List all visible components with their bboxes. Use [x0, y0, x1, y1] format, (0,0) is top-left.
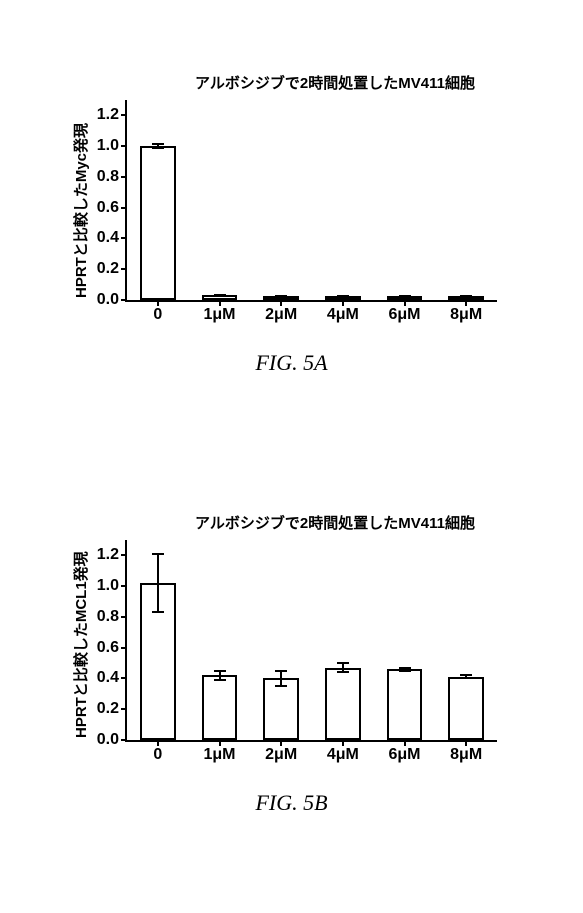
error-bar	[157, 554, 159, 612]
figure-5b: アルボシジブで2時間処置したMV411細胞 HPRTと比較したMCL1発現 0.…	[0, 450, 583, 870]
chart-title-b: アルボシジブで2時間処置したMV411細胞	[155, 512, 515, 533]
error-cap	[275, 670, 287, 672]
ytick-mark	[121, 237, 127, 239]
error-cap	[337, 671, 349, 673]
ytick-mark	[121, 677, 127, 679]
bar	[325, 668, 361, 740]
error-cap	[152, 611, 164, 613]
error-cap	[214, 295, 226, 297]
ytick-mark	[121, 647, 127, 649]
xtick-label: 8μM	[450, 300, 482, 324]
error-cap	[152, 553, 164, 555]
error-cap	[460, 297, 472, 299]
error-cap	[275, 297, 287, 299]
caption-a: FIG. 5A	[0, 350, 583, 376]
xtick-label: 2μM	[265, 740, 297, 764]
error-bar	[280, 671, 282, 686]
error-cap	[399, 667, 411, 669]
bar	[387, 669, 423, 740]
error-cap	[337, 297, 349, 299]
chart-title-a: アルボシジブで2時間処置したMV411細胞	[155, 72, 515, 93]
error-cap	[399, 670, 411, 672]
xtick-label: 6μM	[388, 740, 420, 764]
ylabel-b: HPRTと比較したMCL1発現	[70, 551, 91, 738]
xtick-label: 4μM	[327, 300, 359, 324]
xtick-label: 6μM	[388, 300, 420, 324]
bar	[263, 678, 299, 740]
ytick-mark	[121, 299, 127, 301]
xtick-label: 2μM	[265, 300, 297, 324]
error-cap	[460, 674, 472, 676]
ytick-mark	[121, 554, 127, 556]
ytick-mark	[121, 585, 127, 587]
plot-area-a: 0.00.20.40.60.81.01.201μM2μM4μM6μM8μM	[125, 100, 497, 302]
error-cap	[214, 679, 226, 681]
error-cap	[214, 670, 226, 672]
ytick-mark	[121, 616, 127, 618]
error-cap	[460, 677, 472, 679]
error-cap	[152, 147, 164, 149]
xtick-label: 0	[153, 740, 162, 764]
error-cap	[275, 685, 287, 687]
caption-b: FIG. 5B	[0, 790, 583, 816]
ylabel-a: HPRTと比較したMyc発現	[70, 123, 91, 298]
xtick-label: 1μM	[203, 300, 235, 324]
error-cap	[337, 662, 349, 664]
xtick-label: 8μM	[450, 740, 482, 764]
bar	[448, 677, 484, 740]
bar	[140, 146, 176, 300]
ytick-mark	[121, 145, 127, 147]
ytick-mark	[121, 708, 127, 710]
figure-5a: アルボシジブで2時間処置したMV411細胞 HPRTと比較したMyc発現 0.0…	[0, 10, 583, 430]
ytick-mark	[121, 207, 127, 209]
xtick-label: 0	[153, 300, 162, 324]
error-cap	[152, 143, 164, 145]
ytick-mark	[121, 176, 127, 178]
error-cap	[399, 297, 411, 299]
xtick-label: 1μM	[203, 740, 235, 764]
plot-area-b: 0.00.20.40.60.81.01.201μM2μM4μM6μM8μM	[125, 540, 497, 742]
xtick-label: 4μM	[327, 740, 359, 764]
ytick-mark	[121, 739, 127, 741]
ytick-mark	[121, 268, 127, 270]
ytick-mark	[121, 114, 127, 116]
bar	[202, 675, 238, 740]
